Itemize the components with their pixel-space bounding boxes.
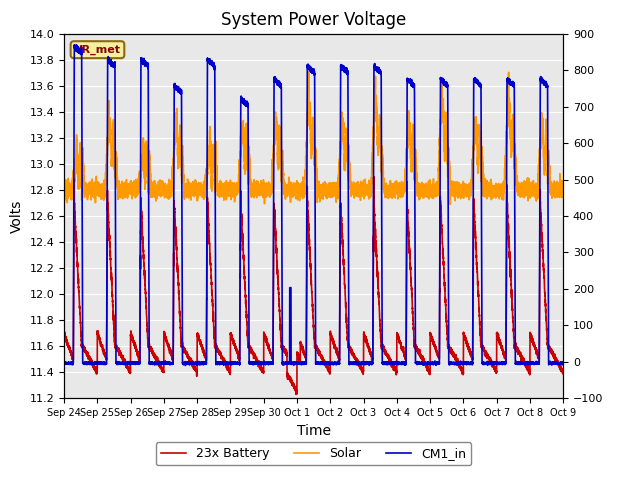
23x Battery [60,329,68,335]
Solar [162,182,170,188]
23x Battery [167,349,175,355]
CM1_in [60,361,68,367]
Solar [247,185,255,191]
23x Battery [370,174,378,180]
CM1_in [182,363,189,369]
CM1_in [382,360,390,366]
Solar [305,69,313,74]
Line: 23x Battery: 23x Battery [64,177,563,395]
23x Battery [453,356,461,362]
23x Battery [292,392,300,397]
CM1_in [162,361,170,367]
Line: Solar: Solar [64,72,563,204]
Solar [447,202,454,207]
X-axis label: Time: Time [296,424,331,438]
Solar [60,193,68,199]
23x Battery [559,371,567,377]
Line: CM1_in: CM1_in [64,45,563,366]
CM1_in [559,360,567,366]
Text: VR_met: VR_met [74,45,121,55]
Legend: 23x Battery, Solar, CM1_in: 23x Battery, Solar, CM1_in [156,442,471,465]
23x Battery [247,346,255,351]
Solar [557,185,565,191]
Solar [453,190,461,195]
23x Battery [162,336,170,342]
Y-axis label: Volts: Volts [10,199,24,233]
CM1_in [247,361,255,367]
Solar [559,192,567,198]
CM1_in [167,360,175,365]
CM1_in [557,360,565,366]
CM1_in [70,42,78,48]
Solar [382,188,390,194]
Title: System Power Voltage: System Power Voltage [221,11,406,29]
23x Battery [382,350,390,356]
23x Battery [557,367,565,372]
Solar [167,192,175,198]
CM1_in [453,360,461,366]
